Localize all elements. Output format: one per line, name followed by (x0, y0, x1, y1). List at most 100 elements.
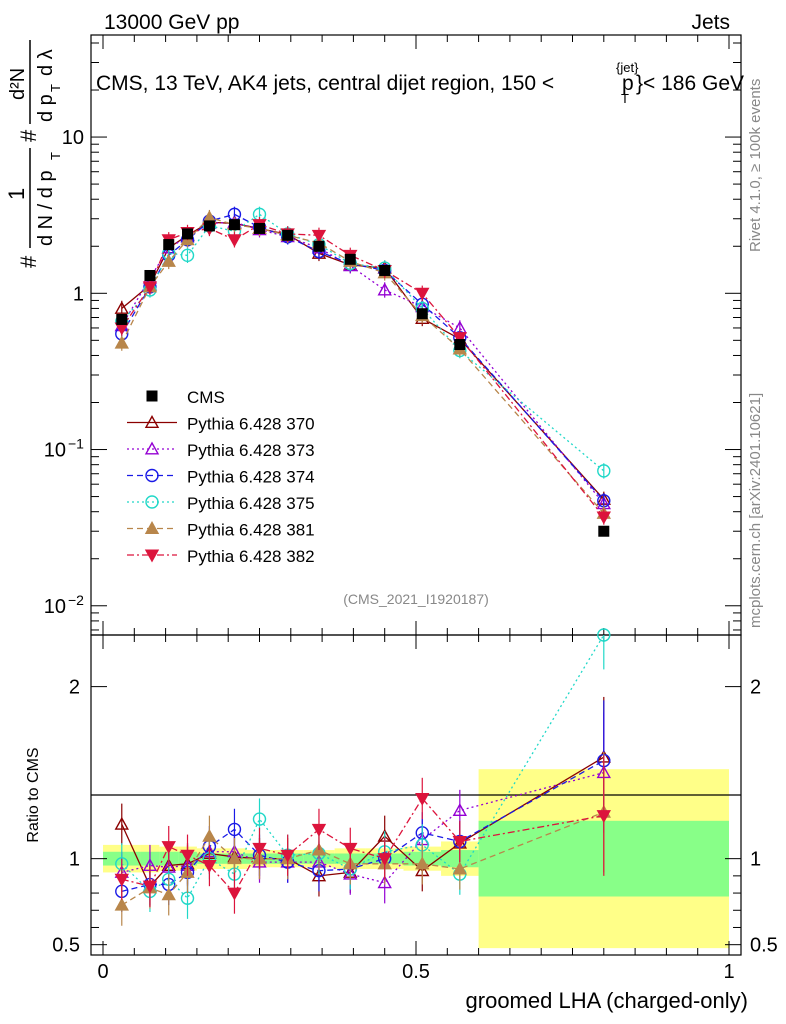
title-pt: p (622, 72, 634, 95)
ratio-point (415, 856, 430, 870)
ratio-point (597, 628, 611, 642)
legend-entry-382: Pythia 6.428 382 (127, 547, 315, 566)
title-end: }< 186 GeV (636, 72, 744, 95)
legend-entry-375: Pythia 6.428 375 (127, 494, 315, 513)
ratio-point (377, 875, 392, 889)
legend-entry-374: Pythia 6.428 374 (127, 468, 315, 487)
ylabel-hash2: # (16, 129, 41, 142)
ylabel-t1: T (48, 152, 63, 160)
legend-marker (145, 495, 159, 509)
legend-label: Pythia 6.428 382 (187, 547, 315, 566)
series-375 (115, 206, 611, 479)
ratio-point (114, 897, 129, 911)
legend-label: Pythia 6.428 374 (187, 468, 315, 487)
ratio-point (227, 887, 242, 901)
ratio-tick-label-right: 2 (750, 677, 761, 699)
data-point (313, 240, 325, 252)
data-point (144, 269, 156, 281)
series-point (114, 335, 129, 349)
header-left: 13000 GeV pp (104, 11, 239, 34)
series-point (452, 332, 468, 346)
series-line (121, 216, 605, 514)
series-point (180, 248, 195, 263)
series-382 (114, 216, 611, 525)
legend-label: CMS (187, 388, 225, 407)
series-line (121, 213, 605, 472)
series-370 (114, 214, 611, 508)
ratio-point (415, 792, 430, 806)
analysis-watermark: (CMS_2021_I1920187) (343, 591, 489, 607)
ratio-point (202, 860, 217, 873)
data-point (163, 239, 175, 251)
legend-label: Pythia 6.428 375 (187, 494, 315, 513)
ratio-point (280, 849, 295, 863)
series-point (377, 282, 392, 296)
data-point (416, 308, 428, 320)
main-plot-frame (90, 34, 742, 636)
ratio-tick-label-left: 2 (69, 677, 80, 699)
legend-label: Pythia 6.428 373 (187, 441, 315, 460)
x-tick-label: 1 (723, 961, 734, 983)
side-text-mcplots: mcplots.cern.ch [arXiv:2401.10621] (747, 393, 764, 628)
ratio-point (452, 861, 468, 875)
data-point (282, 229, 294, 241)
data-point (598, 525, 610, 537)
data-point (344, 253, 356, 265)
ratio-point (227, 851, 242, 865)
plot-title: CMS, 13 TeV, AK4 jets, central dijet reg… (96, 60, 744, 106)
ratio-point (114, 816, 129, 830)
ylabel-dpt: d p (35, 94, 57, 122)
ratio-point (452, 835, 468, 849)
data-point (182, 228, 194, 240)
ylabel-dn: d N / d p (35, 170, 57, 246)
ratio-y-label: Ratio to CMS (25, 747, 42, 842)
series-point (161, 253, 176, 267)
ratio-point (311, 823, 327, 837)
ratio-series-382 (114, 755, 611, 914)
legend-entry-381: Pythia 6.428 381 (127, 521, 315, 540)
title-text: CMS, 13 TeV, AK4 jets, central dijet reg… (96, 72, 554, 95)
ratio-line (121, 811, 605, 906)
x-tick-label: 0.5 (402, 961, 430, 983)
series-line (121, 223, 605, 518)
data-point (116, 313, 128, 325)
series-line (121, 221, 605, 505)
series-CMS (116, 219, 610, 537)
ratio-point (343, 842, 358, 856)
ylabel-d2n: d²N (7, 68, 29, 100)
legend-marker (146, 390, 158, 402)
series-point (311, 229, 327, 243)
ratio-tick-label-left: 1 (69, 849, 80, 871)
side-text-rivet: Rivet 4.1.0, ≥ 100k events (747, 79, 764, 252)
ratio-point (252, 842, 267, 856)
series-point (597, 464, 611, 478)
ratio-tick-label-right: 1 (750, 849, 761, 871)
series-point (142, 281, 158, 295)
data-point (379, 264, 391, 276)
legend-entry-373: Pythia 6.428 373 (127, 441, 315, 460)
legend-label: Pythia 6.428 381 (187, 521, 315, 540)
y-tick-label: 10 (44, 440, 66, 462)
ratio-point (161, 841, 176, 855)
y-tick-label: 10 (62, 127, 84, 149)
legend-label: Pythia 6.428 370 (187, 415, 315, 434)
legend-entry-cms: CMS (146, 388, 225, 407)
data-point (203, 220, 215, 232)
x-tick-label: 0 (97, 961, 108, 983)
ratio-point (252, 812, 267, 826)
ratio-point (596, 810, 611, 824)
ratio-point (161, 887, 176, 901)
ylabel-hash1: # (16, 255, 41, 268)
ratio-point (114, 873, 129, 887)
y-tick-label-exp: −1 (68, 436, 84, 452)
ratio-point (202, 828, 217, 842)
series-point (114, 300, 129, 314)
y-axis-label: # 1 d N / d p T # d²N d p T d λ (4, 40, 63, 268)
ratio-tick-label-left: 0.5 (52, 935, 80, 957)
legend-entry-370: Pythia 6.428 370 (127, 415, 315, 434)
ratio-point (180, 849, 195, 863)
data-point (228, 219, 240, 231)
series-point (227, 234, 242, 248)
ratio-point (142, 880, 158, 894)
